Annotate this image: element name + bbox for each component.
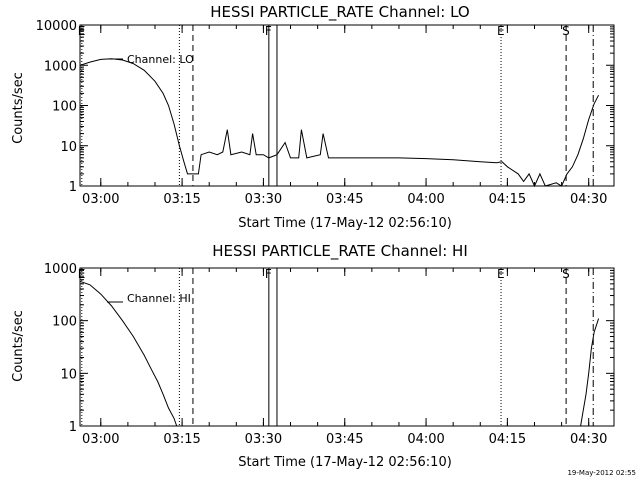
hi-marker-label-6: S: [562, 267, 570, 281]
lo-y-tick-label: 1000: [44, 59, 77, 74]
hi-marker-label-5: E: [497, 267, 505, 281]
date-stamp: 19-May-2012 02:55: [567, 469, 636, 477]
hi-x-tick-label: 03:15: [163, 432, 200, 447]
lo-y-tick-label: 10: [60, 140, 77, 155]
lo-y-tick-label: 1: [69, 180, 77, 195]
hi-plot-frame: [79, 267, 615, 427]
hi-series-line-0: [79, 280, 178, 427]
lo-x-tick-label: 04:15: [489, 192, 526, 207]
lo-x-tick-label: 03:45: [326, 192, 363, 207]
lo-marker-label-6: S: [562, 24, 570, 38]
lo-legend-label: Channel: LO: [127, 53, 194, 66]
hi-y-tick-label: 100: [52, 315, 77, 330]
lo-series-line-0: [79, 58, 600, 188]
lo-y-tick-label: 100: [52, 100, 77, 115]
hi-marker-label-0: E: [78, 267, 86, 281]
hi-x-tick-label: 03:45: [326, 432, 363, 447]
lo-marker-label-5: E: [497, 24, 505, 38]
lo-y-axis-label: Counts/sec: [11, 72, 26, 144]
lo-chart-title: HESSI PARTICLE_RATE Channel: LO: [210, 3, 469, 22]
hi-x-tick-label: 04:15: [489, 432, 526, 447]
hi-y-axis-label: Counts/sec: [11, 310, 26, 382]
lo-channel-panel: HESSI PARTICLE_RATE Channel: LO Start Ti…: [11, 3, 615, 231]
hi-y-tick-label: 1000: [44, 262, 77, 277]
hi-series-line-1: [580, 318, 600, 427]
lo-x-tick-label: 03:15: [163, 192, 200, 207]
hi-marker-label-3: F: [265, 267, 272, 281]
lo-marker-label-3: F: [265, 24, 272, 38]
lo-y-tick-label: 10000: [36, 19, 77, 34]
hi-x-tick-label: 03:30: [245, 432, 282, 447]
hi-chart-title: HESSI PARTICLE_RATE Channel: HI: [212, 242, 468, 261]
hi-legend-label: Channel: HI: [127, 292, 191, 305]
lo-x-tick-label: 04:30: [570, 192, 607, 207]
hi-x-axis-label: Start Time (17-May-12 02:56:10): [238, 455, 452, 470]
lo-x-tick-label: 03:00: [82, 192, 119, 207]
lo-marker-label-0: E: [78, 24, 86, 38]
hi-x-tick-label: 04:30: [570, 432, 607, 447]
lo-x-tick-label: 04:00: [407, 192, 444, 207]
hi-x-tick-label: 03:00: [82, 432, 119, 447]
lo-x-axis-label: Start Time (17-May-12 02:56:10): [238, 216, 452, 231]
lo-x-tick-label: 03:30: [245, 192, 282, 207]
hi-x-tick-label: 04:00: [407, 432, 444, 447]
hi-y-tick-label: 10: [60, 367, 77, 382]
hi-channel-panel: HESSI PARTICLE_RATE Channel: HI Start Ti…: [11, 242, 615, 470]
hi-y-tick-label: 1: [69, 420, 77, 435]
